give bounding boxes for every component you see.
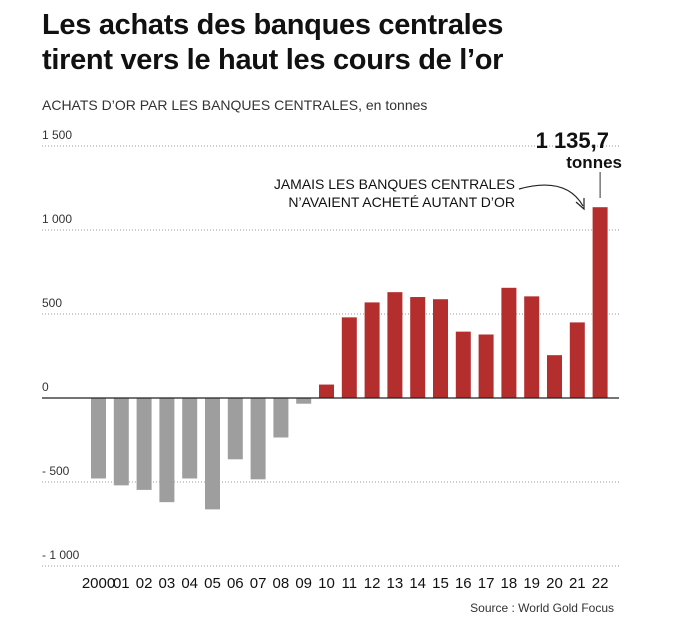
x-tick-label: 2000	[82, 575, 115, 592]
bar	[387, 292, 403, 398]
chart-subtitle: ACHATS D’OR PAR LES BANQUES CENTRALES, e…	[42, 97, 427, 113]
x-tick-label: 21	[569, 575, 586, 592]
x-tick-label: 08	[273, 575, 290, 592]
x-tick-label: 04	[181, 575, 198, 592]
y-tick-label: - 1 000	[42, 548, 80, 562]
bar	[113, 398, 129, 486]
y-tick-label: 1 000	[42, 212, 72, 226]
bar	[227, 398, 243, 460]
bar	[410, 297, 426, 398]
bar	[364, 302, 380, 398]
annotation-arrowhead	[575, 198, 585, 211]
y-tick-label: - 500	[42, 464, 70, 478]
annotation-arrow	[518, 184, 584, 207]
x-tick-label: 03	[159, 575, 176, 592]
x-tick-label: 22	[592, 575, 609, 592]
x-tick-label: 05	[204, 575, 221, 592]
x-tick-label: 17	[478, 575, 495, 592]
annotation-note-line-2: N’AVAIENT ACHETÉ AUTANT D’OR	[288, 194, 515, 210]
x-tick-label: 14	[409, 575, 426, 592]
y-tick-label: 1 500	[42, 128, 72, 142]
annotation-note-line-1: JAMAIS LES BANQUES CENTRALES	[274, 176, 515, 192]
bar	[569, 322, 585, 398]
y-tick-label: 0	[42, 380, 49, 394]
bar	[433, 299, 448, 398]
bar	[182, 398, 198, 479]
x-tick-label: 20	[546, 575, 563, 592]
x-tick-label: 02	[136, 575, 153, 592]
y-tick-label: 500	[42, 296, 62, 310]
bar	[159, 398, 175, 503]
x-tick-label: 11	[342, 575, 358, 592]
bar	[341, 317, 357, 398]
bar	[524, 296, 540, 398]
x-tick-label: 18	[501, 575, 518, 592]
subtitle-unit: , en tonnes	[358, 97, 428, 113]
annotation-value: 1 135,7	[536, 128, 609, 153]
bar	[273, 398, 289, 438]
x-tick-label: 12	[364, 575, 381, 592]
x-tick-label: 06	[227, 575, 244, 592]
x-tick-label: 07	[250, 575, 267, 592]
bar	[455, 331, 471, 398]
bar	[136, 398, 152, 490]
bar	[478, 334, 494, 398]
source-note: Source : World Gold Focus	[470, 601, 614, 615]
bar	[592, 207, 608, 398]
bar	[547, 355, 562, 398]
bar	[501, 287, 517, 398]
annotation-unit: tonnes	[566, 153, 622, 172]
x-tick-label: 15	[432, 575, 449, 592]
x-tick-label: 13	[387, 575, 404, 592]
subtitle-main: ACHATS D’OR PAR LES BANQUES CENTRALES	[42, 97, 359, 113]
chart-title: Les achats des banques centrales tirent …	[42, 8, 662, 78]
x-tick-label: 09	[295, 575, 312, 592]
x-tick-label: 16	[455, 575, 472, 592]
x-tick-label: 19	[523, 575, 540, 592]
bar	[296, 398, 312, 404]
chart-title-line-1: Les achats des banques centrales	[42, 9, 504, 41]
x-tick-label: 10	[318, 575, 335, 592]
bar	[319, 384, 334, 398]
x-tick-label: 01	[113, 575, 130, 592]
bar	[91, 398, 106, 479]
bar	[250, 398, 266, 480]
chart-title-line-2: tirent vers le haut les cours de l’or	[42, 44, 504, 76]
bar	[205, 398, 220, 510]
